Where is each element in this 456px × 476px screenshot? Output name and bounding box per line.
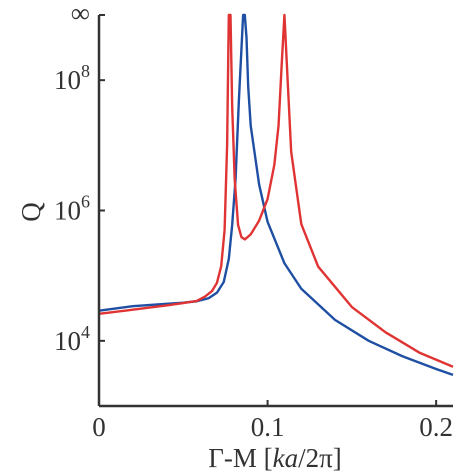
series-line-2 <box>98 13 454 368</box>
y-tick-label-0: 104 <box>54 322 90 356</box>
y-tick-label-2: 108 <box>54 61 90 95</box>
x-tick-label-1: 0.1 <box>251 412 285 442</box>
y-ticks: 104 106 108 ∞ <box>54 0 105 356</box>
x-ticks: 0 0.1 0.2 <box>92 400 453 442</box>
series-layer <box>98 13 454 377</box>
plot-area: 0 0.1 0.2 104 106 108 ∞ <box>54 0 454 442</box>
y-axis-label: Q <box>16 202 46 222</box>
y-tick-label-3: ∞ <box>71 0 90 28</box>
y-tick-label-1: 106 <box>54 192 90 226</box>
series-line-1 <box>98 13 454 377</box>
x-axis-label: Γ-M [ka/2π] <box>208 443 341 473</box>
x-tick-label-2: 0.2 <box>419 412 453 442</box>
x-tick-label-0: 0 <box>92 412 106 442</box>
